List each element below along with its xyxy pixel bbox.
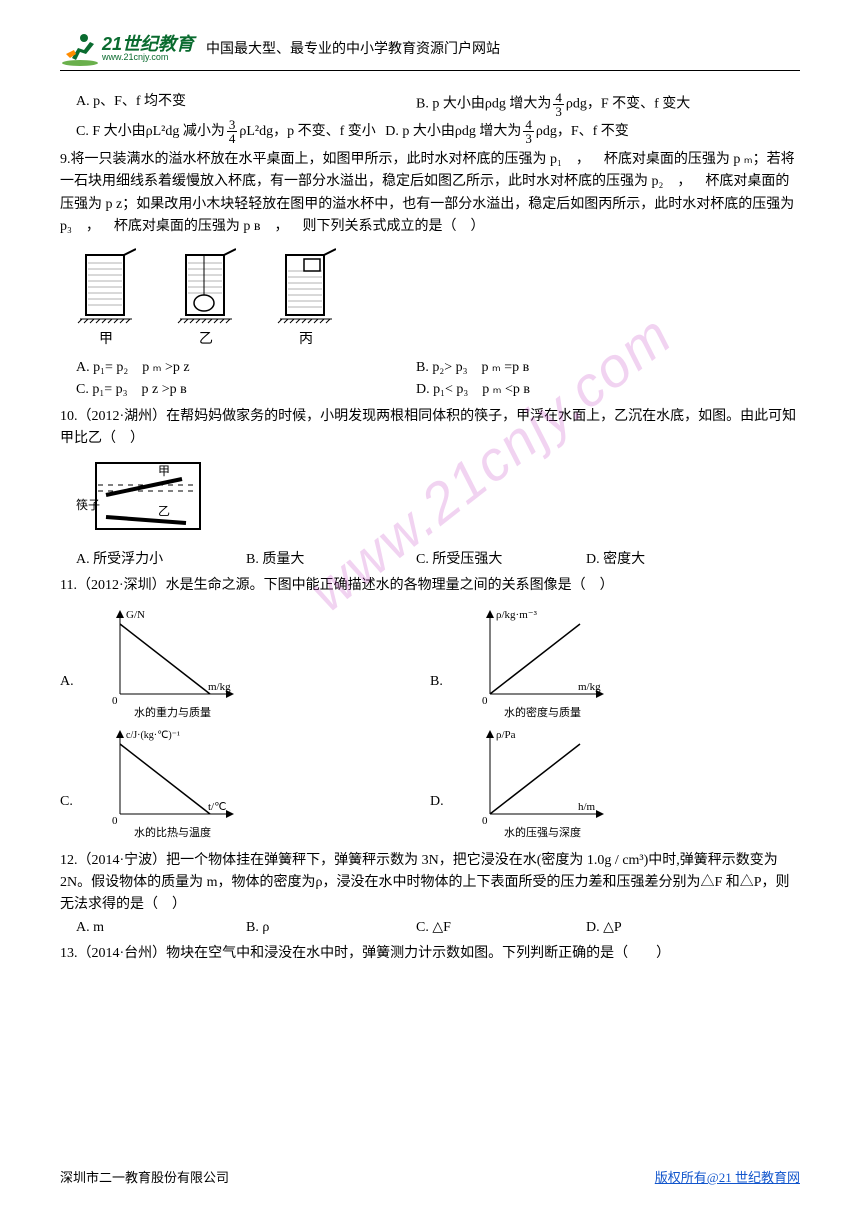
q9-stem: 9.将一只装满水的溢水杯放在水平桌面上，如图甲所示，此时水对杯底的压强为 p₁ … — [60, 149, 800, 239]
page-header: 21世纪教育 www.21cnjy.com 中国最大型、最专业的中小学教育资源门… — [60, 30, 800, 71]
cap-jia: 甲 — [76, 329, 136, 351]
q12-optC: C. △F — [416, 917, 586, 939]
footer-left: 深圳市二一教育股份有限公司 — [60, 1167, 229, 1186]
q10-optB: B. 质量大 — [246, 549, 416, 571]
svg-text:ρ/kg·m⁻³: ρ/kg·m⁻³ — [496, 609, 538, 621]
svg-text:m/kg: m/kg — [578, 681, 601, 693]
chart-up-icon: ρ/Pa h/m 0 水的压强与深度 — [460, 724, 620, 844]
q10-optC: C. 所受压强大 — [416, 549, 586, 571]
cap-bing: 丙 — [276, 329, 336, 351]
svg-text:水的比热与温度: 水的比热与温度 — [134, 825, 211, 839]
q11-charts: A. G/N m/kg 0 水的重力与质量 B. ρ/kg·m⁻³ — [60, 604, 800, 844]
page: 21世纪教育 www.21cnjy.com 中国最大型、最专业的中小学教育资源门… — [0, 0, 860, 996]
q12-optB: B. ρ — [246, 917, 416, 939]
logo-sub-text: www.21cnjy.com — [102, 53, 194, 62]
q8-optD: D. p 大小由ρdg 增大为43ρdg，F、f 不变 — [385, 124, 629, 139]
svg-text:0: 0 — [482, 815, 488, 827]
chopsticks-cup-icon: 甲 乙 筷子 — [76, 457, 206, 537]
q11-chartC: C. c/J·(kg·℃)⁻¹ t/℃ 0 水的比热与温度 — [60, 724, 430, 844]
q12-stem: 12.（2014·宁波）把一个物体挂在弹簧秤下，弹簧秤示数为 3N，把它浸没在水… — [60, 850, 800, 917]
q9-options-row2: C. p₁= p₃ p ᴢ >p ʙ D. p₁< p₃ p ₘ <p ʙ — [76, 379, 800, 401]
q12-options: A. m B. ρ C. △F D. △P — [76, 917, 800, 939]
q9-optC: C. p₁= p₃ p ᴢ >p ʙ — [76, 379, 416, 401]
q9-optB: B. p₂> p₃ p ₘ =p ʙ — [416, 357, 529, 379]
chart-down-icon: c/J·(kg·℃)⁻¹ t/℃ 0 水的比热与温度 — [90, 724, 250, 844]
svg-text:m/kg: m/kg — [208, 681, 231, 693]
svg-text:ρ/Pa: ρ/Pa — [496, 729, 516, 741]
fraction-icon: 43 — [523, 118, 534, 145]
cup-jia-icon — [76, 245, 136, 325]
svg-text:水的密度与质量: 水的密度与质量 — [504, 705, 581, 719]
svg-text:0: 0 — [482, 695, 488, 707]
cap-yi: 乙 — [176, 329, 236, 351]
fraction-icon: 34 — [227, 118, 238, 145]
cup-bing-icon — [276, 245, 336, 325]
q10-optD: D. 密度大 — [586, 549, 756, 571]
logo-main-text: 21世纪教育 — [102, 35, 194, 53]
content-body: A. p、F、f 均不变 B. p 大小由ρdg 增大为43ρdg，F 不变、f… — [60, 91, 800, 966]
footer-right-link[interactable]: 版权所有@21 世纪教育网 — [655, 1167, 800, 1186]
q9-figure-captions: 甲 乙 丙 — [76, 329, 800, 351]
q10-figure: 甲 乙 筷子 — [76, 457, 800, 545]
svg-text:乙: 乙 — [158, 504, 170, 518]
svg-text:G/N: G/N — [126, 609, 145, 621]
q10-stem: 10.（2012·湖州）在帮妈妈做家务的时候，小明发现两根相同体积的筷子，甲浮在… — [60, 406, 800, 451]
q9-options-row1: A. p₁= p₂ p ₘ >p ᴢ B. p₂> p₃ p ₘ =p ʙ — [76, 357, 800, 379]
svg-text:0: 0 — [112, 695, 118, 707]
header-title: 中国最大型、最专业的中小学教育资源门户网站 — [206, 38, 500, 58]
chart-up-icon: ρ/kg·m⁻³ m/kg 0 水的密度与质量 — [460, 604, 620, 724]
q10-options: A. 所受浮力小 B. 质量大 C. 所受压强大 D. 密度大 — [76, 549, 800, 571]
q11-labA: A. — [60, 671, 90, 723]
svg-text:0: 0 — [112, 815, 118, 827]
q9-figures — [76, 245, 800, 325]
q12-optA: A. m — [76, 917, 246, 939]
q11-labD: D. — [430, 791, 460, 843]
q10-optA: A. 所受浮力小 — [76, 549, 246, 571]
logo-runner-icon — [60, 30, 100, 66]
logo-text: 21世纪教育 www.21cnjy.com — [102, 35, 194, 62]
svg-text:c/J·(kg·℃)⁻¹: c/J·(kg·℃)⁻¹ — [126, 730, 180, 741]
q13-stem: 13.（2014·台州）物块在空气中和浸没在水中时，弹簧测力计示数如图。下列判断… — [60, 943, 800, 965]
q8-options-row1: A. p、F、f 均不变 B. p 大小由ρdg 增大为43ρdg，F 不变、f… — [76, 91, 800, 118]
page-footer: 深圳市二一教育股份有限公司 版权所有@21 世纪教育网 — [60, 1167, 800, 1186]
logo: 21世纪教育 www.21cnjy.com — [60, 30, 194, 66]
q8-optA: A. p、F、f 均不变 — [76, 91, 416, 118]
svg-text:h/m: h/m — [578, 801, 596, 813]
svg-text:t/℃: t/℃ — [208, 801, 226, 813]
cup-yi-icon — [176, 245, 236, 325]
q11-chartB: B. ρ/kg·m⁻³ m/kg 0 水的密度与质量 — [430, 604, 800, 724]
q9-optD: D. p₁< p₃ p ₘ <p ʙ — [416, 379, 530, 401]
q11-chartD: D. ρ/Pa h/m 0 水的压强与深度 — [430, 724, 800, 844]
fraction-icon: 43 — [553, 91, 564, 118]
q9-optA: A. p₁= p₂ p ₘ >p ᴢ — [76, 357, 416, 379]
q11-labC: C. — [60, 791, 90, 843]
svg-text:筷子: 筷子 — [76, 497, 100, 512]
q11-labB: B. — [430, 671, 460, 723]
chart-down-icon: G/N m/kg 0 水的重力与质量 — [90, 604, 250, 724]
q8-optC: C. F 大小由ρL²dg 减小为34ρL²dg，p 不变、f 变小 — [76, 124, 379, 139]
svg-text:水的压强与深度: 水的压强与深度 — [504, 825, 581, 839]
q8-options-row2: C. F 大小由ρL²dg 减小为34ρL²dg，p 不变、f 变小 D. p … — [76, 118, 800, 145]
q12-optD: D. △P — [586, 917, 756, 939]
q11-chartA: A. G/N m/kg 0 水的重力与质量 — [60, 604, 430, 724]
svg-text:水的重力与质量: 水的重力与质量 — [134, 705, 211, 719]
q8-optB: B. p 大小由ρdg 增大为43ρdg，F 不变、f 变大 — [416, 91, 690, 118]
q11-stem: 11.（2012·深圳）水是生命之源。下图中能正确描述水的各物理量之间的关系图像… — [60, 575, 800, 597]
svg-text:甲: 甲 — [158, 464, 170, 478]
